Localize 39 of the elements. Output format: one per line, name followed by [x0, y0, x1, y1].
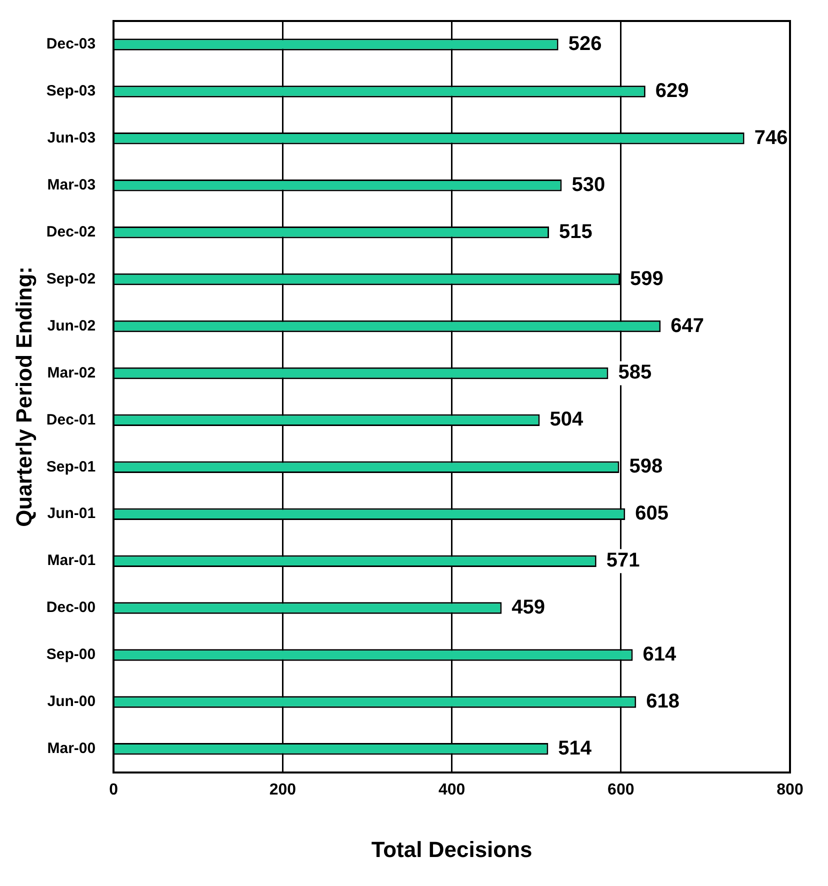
- x-tick-label: 0: [109, 781, 118, 798]
- data-label: 530: [572, 174, 606, 196]
- y-tick-label: Dec-03: [46, 36, 96, 53]
- y-tick-label: Mar-01: [47, 552, 96, 570]
- x-axis-title: Total Decisions: [371, 836, 532, 862]
- data-label: 515: [559, 220, 592, 243]
- y-tick-label: Jun-03: [47, 130, 96, 147]
- y-tick-label: Jun-02: [47, 317, 96, 334]
- y-tick-label: Jun-00: [47, 693, 96, 710]
- y-tick-label: Mar-00: [47, 740, 96, 758]
- data-label: 598: [629, 456, 663, 478]
- y-tick-label: Mar-02: [47, 364, 96, 382]
- y-tick-label: Dec-00: [46, 599, 96, 616]
- data-label: 459: [512, 596, 546, 619]
- data-label: 514: [558, 737, 592, 760]
- y-tick-label: Dec-01: [46, 411, 96, 428]
- data-label: 605: [635, 502, 668, 525]
- y-tick-label: Sep-00: [46, 646, 96, 664]
- y-tick-label: Sep-02: [46, 270, 96, 288]
- x-tick-label: 400: [438, 781, 466, 798]
- data-label: 571: [606, 550, 640, 572]
- data-label: 618: [646, 690, 680, 712]
- y-tick-label: Sep-01: [46, 458, 96, 476]
- data-label: 585: [618, 362, 652, 384]
- data-label: 526: [568, 32, 602, 55]
- y-tick-label: Mar-03: [47, 176, 96, 194]
- y-axis-title: Quarterly Period Ending:: [11, 266, 36, 527]
- y-tick-label: Jun-01: [47, 505, 96, 522]
- x-tick-label: 600: [608, 781, 634, 798]
- x-tick-label: 800: [776, 781, 804, 798]
- data-label: 647: [670, 314, 704, 337]
- data-label: 614: [642, 644, 677, 666]
- y-tick-label: Sep-03: [46, 82, 96, 100]
- data-label: 629: [655, 80, 689, 102]
- x-tick-label: 200: [269, 781, 296, 798]
- y-tick-label: Dec-02: [46, 223, 96, 240]
- data-label: 504: [550, 408, 584, 431]
- data-label: 599: [630, 268, 664, 290]
- data-label: 746: [754, 126, 788, 149]
